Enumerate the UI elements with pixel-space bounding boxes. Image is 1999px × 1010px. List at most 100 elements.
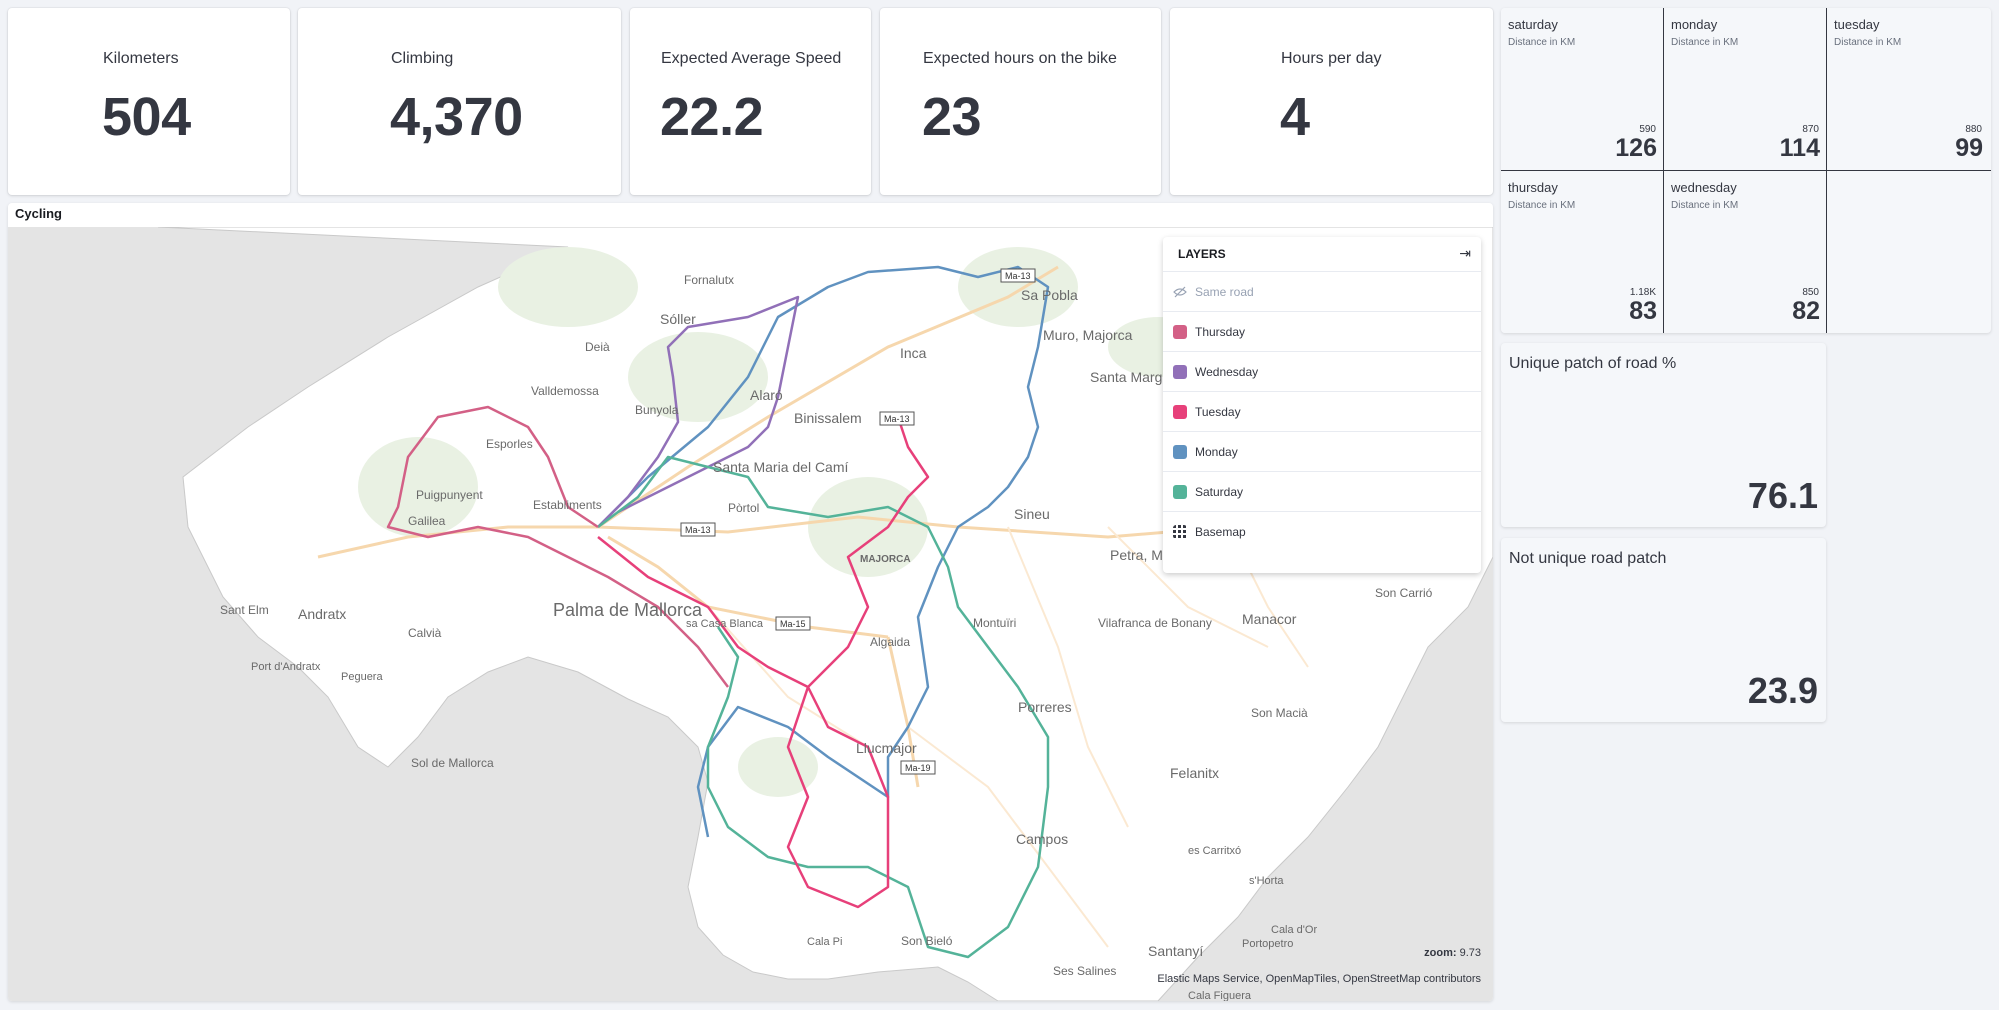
park-areas xyxy=(358,247,1208,797)
layer-swatch xyxy=(1173,325,1187,339)
day-card-tuesday: tuesday Distance in KM 880 99 xyxy=(1827,8,1990,170)
place-label: es Carritxó xyxy=(1188,845,1241,857)
place-label: Binissalem xyxy=(794,410,862,426)
day-distance-value: 99 xyxy=(1955,134,1983,162)
layer-monday[interactable]: Monday xyxy=(1163,431,1481,471)
grid-icon xyxy=(1173,525,1186,538)
day-subtitle: Distance in KM xyxy=(1508,200,1576,211)
layers-control: LAYERS ⇥ Same road Thursday Wednesday Tu… xyxy=(1163,237,1481,573)
place-label: Fornalutx xyxy=(684,273,734,287)
layer-tuesday[interactable]: Tuesday xyxy=(1163,391,1481,431)
island-landmass xyxy=(157,227,1493,1001)
place-label: Son Macià xyxy=(1251,706,1308,720)
place-label: Puigpunyent xyxy=(416,488,483,502)
day-card-wednesday: wednesday Distance in KM 850 82 xyxy=(1664,171,1827,333)
place-label: Manacor xyxy=(1242,611,1297,627)
metric-label: Climbing xyxy=(391,50,454,67)
place-label: Calvià xyxy=(408,626,442,640)
day-subtitle: Distance in KM xyxy=(1671,200,1739,211)
day-name: wednesday xyxy=(1671,180,1737,195)
place-label: Peguera xyxy=(341,671,383,683)
metric-kilometers: Kilometers 504 xyxy=(8,8,290,195)
place-label: Galilea xyxy=(408,514,446,528)
place-label: Andratx xyxy=(298,606,346,622)
layer-swatch xyxy=(1173,485,1187,499)
day-subtitle: Distance in KM xyxy=(1508,37,1576,48)
road-shield-label: Ma-15 xyxy=(780,619,806,629)
place-label: Inca xyxy=(900,345,927,361)
day-secondary-value: 880 xyxy=(1965,124,1982,135)
place-label: Sineu xyxy=(1014,506,1050,522)
day-secondary-value: 1.18K xyxy=(1629,287,1656,298)
day-distance-value: 126 xyxy=(1615,134,1657,162)
layer-thursday[interactable]: Thursday xyxy=(1163,311,1481,351)
place-label: Port d'Andratx xyxy=(251,661,321,673)
day-card-saturday: saturday Distance in KM 590 126 xyxy=(1501,8,1664,170)
collapse-layers-icon[interactable]: ⇥ xyxy=(1459,245,1471,261)
day-name: monday xyxy=(1671,17,1718,32)
not-unique-road-value: 23.9 xyxy=(1747,670,1818,711)
unique-road-value: 76.1 xyxy=(1747,475,1818,516)
place-label: Cala d'Or xyxy=(1271,924,1317,936)
metric-label: Kilometers xyxy=(103,50,179,67)
panel-title: Not unique road patch xyxy=(1509,550,1667,567)
metric-value: 22.2 xyxy=(660,87,764,147)
layer-basemap[interactable]: Basemap xyxy=(1163,511,1481,551)
layer-same-road[interactable]: Same road xyxy=(1163,271,1481,311)
place-label: Ses Salines xyxy=(1053,964,1116,978)
road-shields: Ma-13 Ma-13 Ma-13 Ma-15 Ma-19 xyxy=(680,268,1036,775)
zoom-label: zoom: xyxy=(1424,947,1457,959)
place-label: Campos xyxy=(1016,831,1068,847)
place-label: Alaró xyxy=(750,387,783,403)
road-shield-label: Ma-19 xyxy=(905,763,931,773)
road-shield-label: Ma-13 xyxy=(884,414,910,424)
day-card-monday: monday Distance in KM 870 114 xyxy=(1664,8,1827,170)
place-label: Petra, M xyxy=(1110,547,1163,563)
day-subtitle: Distance in KM xyxy=(1834,37,1902,48)
layer-label: Thursday xyxy=(1195,325,1246,339)
place-label: Sol de Mallorca xyxy=(411,756,494,770)
layer-saturday[interactable]: Saturday xyxy=(1163,471,1481,511)
place-label: Bunyola xyxy=(635,403,679,417)
unique-road-panel: Unique patch of road % 76.1 xyxy=(1501,343,1826,527)
metric-value: 504 xyxy=(102,87,191,147)
grid-divider xyxy=(1501,170,1991,171)
map-title: Cycling xyxy=(15,206,62,221)
place-label: Esporles xyxy=(486,437,533,451)
zoom-value: 9.73 xyxy=(1459,947,1481,959)
layer-label: Saturday xyxy=(1195,485,1244,499)
layer-wednesday[interactable]: Wednesday xyxy=(1163,351,1481,391)
not-unique-road-panel: Not unique road patch 23.9 xyxy=(1501,538,1826,722)
eye-closed-icon[interactable] xyxy=(1173,285,1187,299)
place-label: Sant Elm xyxy=(220,603,269,617)
road-shield-label: Ma-13 xyxy=(1005,271,1031,281)
route-saturday xyxy=(597,455,1050,959)
metric-average-speed: Expected Average Speed 22.2 xyxy=(630,8,871,195)
place-label: Llucmajor xyxy=(856,740,917,756)
layer-swatch xyxy=(1173,445,1187,459)
metric-label: Expected hours on the bike xyxy=(923,50,1117,67)
metric-expected-hours: Expected hours on the bike 23 xyxy=(880,8,1161,195)
place-labels: Fornalutx Sóller Deià Valldemossa Bunyol… xyxy=(220,273,1433,1001)
day-name: saturday xyxy=(1508,17,1558,32)
route-wednesday xyxy=(597,295,800,528)
place-label: Cala Figuera xyxy=(1188,990,1252,1001)
place-label: Sóller xyxy=(660,311,696,327)
day-secondary-value: 870 xyxy=(1802,124,1819,135)
metric-label: Expected Average Speed xyxy=(661,50,842,67)
place-label: Santanyí xyxy=(1148,943,1203,959)
place-label: sa Casa Blanca xyxy=(686,618,764,630)
layer-label: Same road xyxy=(1195,285,1254,299)
day-subtitle: Distance in KM xyxy=(1671,37,1739,48)
place-label: Sa Pobla xyxy=(1021,287,1078,303)
daily-distance-grid: saturday Distance in KM 590 126 monday D… xyxy=(1501,8,1991,333)
metric-value: 23 xyxy=(922,87,982,147)
place-label: Establiments xyxy=(533,498,602,512)
route-monday xyxy=(597,265,1050,838)
layer-label: Basemap xyxy=(1195,525,1246,539)
route-lines xyxy=(386,265,1050,959)
day-secondary-value: 590 xyxy=(1639,124,1656,135)
panel-title: Unique patch of road % xyxy=(1509,355,1677,372)
layer-swatch xyxy=(1173,405,1187,419)
place-label: Son Carrió xyxy=(1375,586,1433,600)
